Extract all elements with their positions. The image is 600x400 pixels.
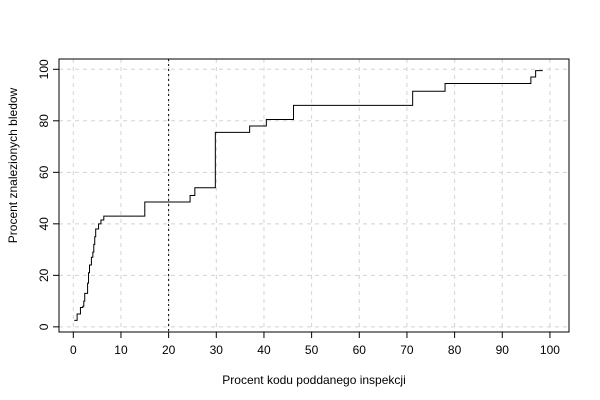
x-axis: 0 10 20 30 40 50 60 70 80 90 100 [70, 332, 560, 357]
x-tick-label: 40 [257, 343, 271, 357]
x-tick-label: 30 [210, 343, 224, 357]
x-tick-label: 70 [400, 343, 414, 357]
grid [59, 59, 569, 332]
y-axis-title: Procent znalezionych bledow [6, 87, 20, 243]
x-tick-label: 20 [162, 343, 176, 357]
x-tick-label: 90 [496, 343, 510, 357]
y-tick-label: 20 [37, 268, 51, 282]
y-tick-label: 80 [37, 114, 51, 128]
plot-frame [58, 58, 570, 333]
y-tick-label: 0 [37, 323, 51, 330]
x-tick-label: 0 [70, 343, 77, 357]
y-tick-label: 40 [37, 217, 51, 231]
y-axis: 0 20 40 60 80 100 [37, 59, 59, 330]
x-tick-label: 100 [540, 343, 560, 357]
x-axis-title: Procent kodu poddanego inspekcji [222, 373, 405, 387]
y-tick-label: 60 [37, 165, 51, 179]
series-line [74, 70, 543, 321]
y-tick-label: 100 [37, 59, 51, 79]
x-tick-label: 50 [305, 343, 319, 357]
x-tick-label: 80 [448, 343, 462, 357]
x-tick-label: 60 [353, 343, 367, 357]
x-tick-label: 10 [114, 343, 128, 357]
